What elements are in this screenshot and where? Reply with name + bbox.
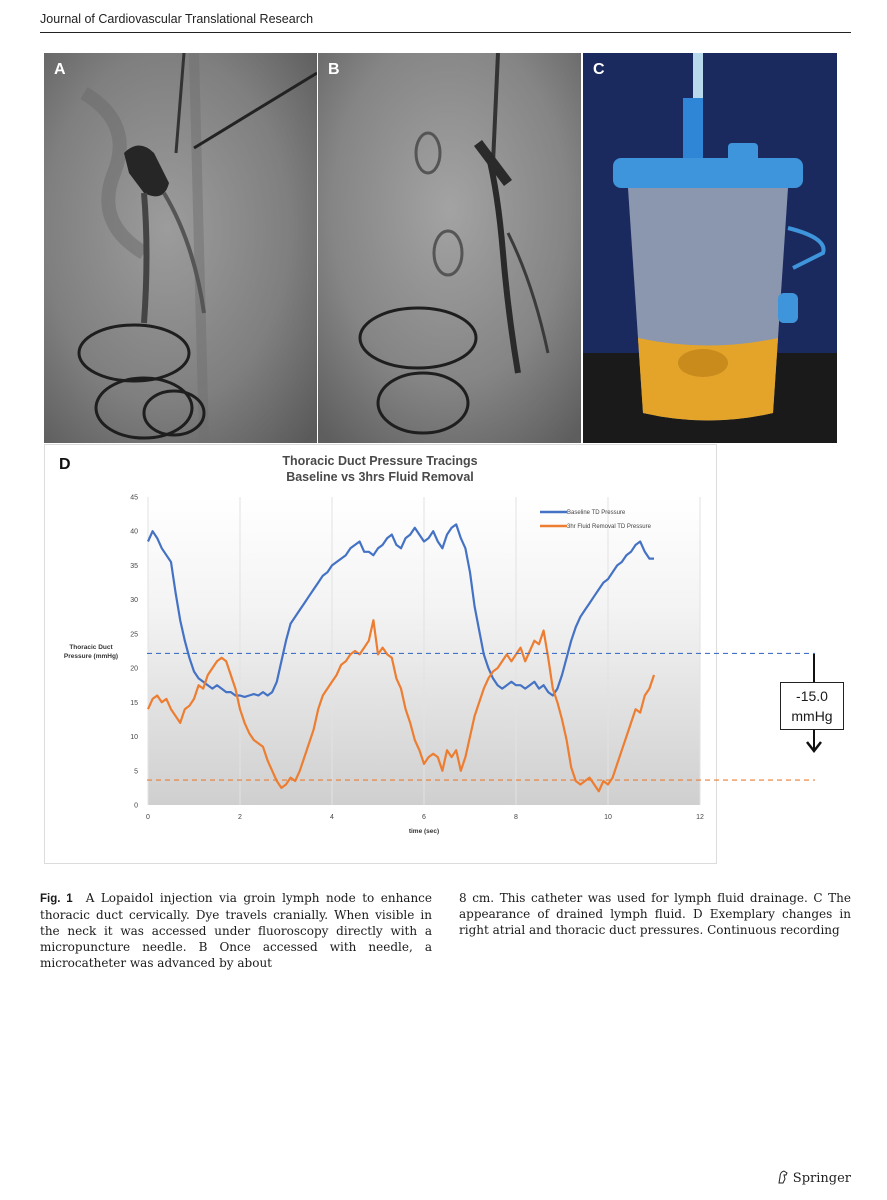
legend: Baseline TD Pressure 3hr Fluid Removal T… [540, 510, 652, 530]
running-header: Journal of Cardiovascular Translational … [40, 10, 851, 33]
panel-b-fluoroscopy-image: B [318, 53, 581, 443]
y-tick-label: 10 [130, 734, 138, 741]
y-tick-label: 30 [130, 597, 138, 604]
panel-d-chart: 0 5 10 15 20 25 30 35 40 45 0 2 4 6 8 10 12 Thoracic Du… [44, 444, 717, 864]
panel-c-canister-photo: C [583, 53, 837, 443]
canister-picture [583, 53, 837, 443]
y-axis-label-line2: Pressure (mmHg) [64, 653, 118, 660]
y-tick-label: 20 [130, 666, 138, 673]
x-tick-label: 6 [422, 814, 426, 821]
caption-text-col1: A Lopaidol injection via groin lymph nod… [40, 891, 433, 970]
series-line-baseline [146, 523, 654, 698]
x-tick-label: 2 [238, 814, 242, 821]
figure-caption-col1: Fig. 1 A Lopaidol injection via groin ly… [40, 890, 432, 971]
panel-a-fluoroscopy-image: A [44, 53, 317, 443]
pressure-chart-svg: 0 5 10 15 20 25 30 35 40 45 0 2 4 6 8 10 12 Thoracic Du… [59, 454, 704, 835]
pressure-change-annotation: -15.0 mmHg [780, 682, 844, 730]
journal-title: Journal of Cardiovascular Translational … [40, 12, 314, 26]
legend-label-fluid-removal: 3hr Fluid Removal TD Pressure [567, 524, 652, 530]
gridlines [147, 497, 701, 805]
x-tick-label: 10 [604, 814, 612, 821]
panel-c-label: C [593, 61, 605, 78]
x-tick-label: 8 [514, 814, 518, 821]
x-tick-labels: 0 2 4 6 8 10 12 [146, 814, 704, 821]
x-tick-label: 4 [330, 814, 334, 821]
y-tick-label: 40 [130, 529, 138, 536]
series-line-fluid-removal [146, 619, 656, 793]
series-lines [146, 523, 656, 793]
annotation-unit: mmHg [791, 708, 833, 724]
figure-caption-col2: 8 cm. This catheter was used for lymph f… [459, 890, 851, 938]
fluoroscopy-a-picture [44, 53, 317, 443]
x-tick-label: 12 [696, 814, 704, 821]
y-axis-label-line1: Thoracic Duct [69, 644, 113, 651]
springer-horse-icon [778, 1170, 788, 1184]
x-tick-label: 0 [146, 814, 150, 821]
x-axis-label: time (sec) [409, 828, 439, 835]
caption-text-col2: 8 cm. This catheter was used for lymph f… [459, 891, 851, 937]
legend-label-baseline: Baseline TD Pressure [567, 510, 626, 516]
chart-title-line1: Thoracic Duct Pressure Tracings [282, 454, 477, 468]
y-tick-label: 0 [134, 803, 138, 810]
publisher-footer: Springer [777, 1170, 851, 1186]
y-tick-label: 5 [134, 768, 138, 775]
fluoroscopy-b-picture [318, 53, 581, 443]
y-tick-label: 15 [130, 700, 138, 707]
y-tick-label: 45 [130, 495, 138, 502]
y-tick-labels: 0 5 10 15 20 25 30 35 40 45 [130, 495, 138, 810]
annotation-value: -15.0 [796, 688, 828, 704]
y-tick-label: 25 [130, 631, 138, 638]
panel-b-label: B [328, 61, 340, 78]
publisher-name: Springer [792, 1171, 851, 1186]
chart-title-line2: Baseline vs 3hrs Fluid Removal [286, 470, 474, 484]
panel-a-label: A [54, 61, 66, 78]
panel-d-label: D [59, 456, 71, 473]
figure-label: Fig. 1 [40, 893, 73, 905]
y-tick-label: 35 [130, 563, 138, 570]
arrow-down-icon [806, 654, 822, 754]
